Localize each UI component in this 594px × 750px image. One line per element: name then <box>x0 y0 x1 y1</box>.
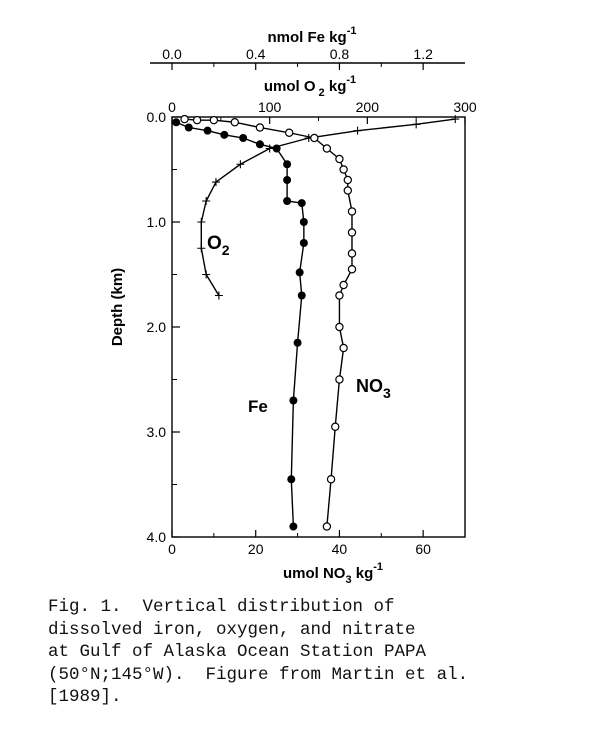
caption-line: [1989]. <box>48 687 122 707</box>
fe-axis-title: nmol Fe kg-1 <box>268 25 357 46</box>
no3-point <box>322 144 332 153</box>
fe-point <box>297 291 306 300</box>
no3-tick-label: 20 <box>248 541 264 557</box>
y-tick-label: 4.0 <box>147 529 167 545</box>
o2-point <box>211 178 220 187</box>
o2-point <box>265 144 274 153</box>
fe-tick-label: 0.4 <box>246 46 266 62</box>
no3-tick-label: 60 <box>415 541 431 557</box>
fe-point <box>283 197 292 205</box>
y-tick-label: 1.0 <box>147 214 167 230</box>
no3-point <box>255 123 265 132</box>
no3-point <box>339 343 348 353</box>
o2-tick-label: 0 <box>168 99 176 115</box>
o2-point <box>202 270 211 279</box>
no3-axis-title: umol NO3 kg-1 <box>283 561 383 586</box>
fe-point <box>293 338 302 347</box>
fe-point <box>289 522 298 531</box>
axes-layer: 0.0 1.0 2.0 3.0 4.0 Depth (km) 0.0 0.4 0.8 1.2 nmo… <box>109 25 477 586</box>
o2-point <box>236 160 245 169</box>
no3-point <box>230 118 239 127</box>
y-tick-label: 0.0 <box>147 109 167 125</box>
o2-tick-label: 300 <box>453 99 477 115</box>
fe-tick-label: 1.2 <box>413 46 433 62</box>
no3-line <box>184 118 353 527</box>
o2-point <box>197 244 206 253</box>
no3-point <box>310 133 319 143</box>
o2-point <box>353 126 362 135</box>
caption-line: dissolved iron, oxygen, and nitrate <box>48 619 416 640</box>
o2-line <box>200 118 456 296</box>
o2-tick-label: 200 <box>356 99 380 115</box>
no3-point <box>335 322 344 332</box>
no3-point <box>285 128 294 137</box>
no3-point <box>180 114 189 124</box>
no3-point <box>343 186 352 195</box>
o2-point <box>451 115 460 124</box>
fe-point <box>299 218 308 226</box>
fe-point <box>283 176 292 184</box>
o2-tick-label: 100 <box>258 99 282 115</box>
caption-line: Fig. 1. Vertical distribution of <box>48 597 395 617</box>
caption-line: (50°N;145°W). Figure from Martin et al. <box>48 664 469 685</box>
fe-point <box>172 118 181 127</box>
no3-tick-label: 40 <box>332 541 348 557</box>
no3-point <box>335 375 344 384</box>
fe-point <box>297 199 306 208</box>
fe-point <box>289 396 298 405</box>
fe-point <box>283 160 292 169</box>
o2-point <box>202 197 211 205</box>
y-axis-title: Depth (km) <box>109 268 126 346</box>
o2-point <box>214 291 223 300</box>
no3-point <box>322 522 332 531</box>
no3-point <box>326 475 336 484</box>
series-layer <box>172 114 460 531</box>
fe-point <box>184 123 193 132</box>
no3-point <box>347 228 357 237</box>
no3-point <box>347 249 357 258</box>
y-tick-label: 3.0 <box>147 424 167 440</box>
fe-point <box>239 134 248 142</box>
fe-point <box>299 239 308 247</box>
no3-tick-label: 0 <box>168 541 176 557</box>
fe-tick-label: 0.8 <box>330 46 350 62</box>
no3-point <box>343 175 352 185</box>
o2-point <box>197 218 206 226</box>
no3-point <box>192 115 202 125</box>
caption-line: at Gulf of Alaska Ocean Station PAPA <box>48 642 427 662</box>
fe-series-label: Fe <box>248 397 268 416</box>
profile-chart: 0.0 1.0 2.0 3.0 4.0 Depth (km) 0.0 0.4 0.8 1.2 nmo… <box>109 25 477 586</box>
no3-series-label: NO3 <box>356 376 391 401</box>
no3-point <box>339 165 348 174</box>
no3-point <box>335 291 344 300</box>
y-tick-label: 2.0 <box>147 319 167 335</box>
o2-series-label: O2 <box>207 233 230 258</box>
no3-point <box>339 280 348 290</box>
no3-point <box>347 265 357 274</box>
o2-point <box>412 120 421 129</box>
figure-caption: Fig. 1. Vertical distribution of dissolv… <box>48 596 588 709</box>
no3-point <box>209 115 219 125</box>
fe-point <box>255 140 264 149</box>
series-labels: Fe O2 NO3 <box>207 233 391 416</box>
o2-axis-title: umol O 2 kg-1 <box>264 74 356 99</box>
no3-point <box>331 422 340 431</box>
fe-point <box>220 130 229 139</box>
fe-point <box>287 475 296 484</box>
no3-point <box>347 207 357 216</box>
fe-point <box>295 268 304 277</box>
fe-point <box>203 126 212 135</box>
fe-tick-label: 0.0 <box>162 46 182 62</box>
no3-point <box>335 154 344 164</box>
